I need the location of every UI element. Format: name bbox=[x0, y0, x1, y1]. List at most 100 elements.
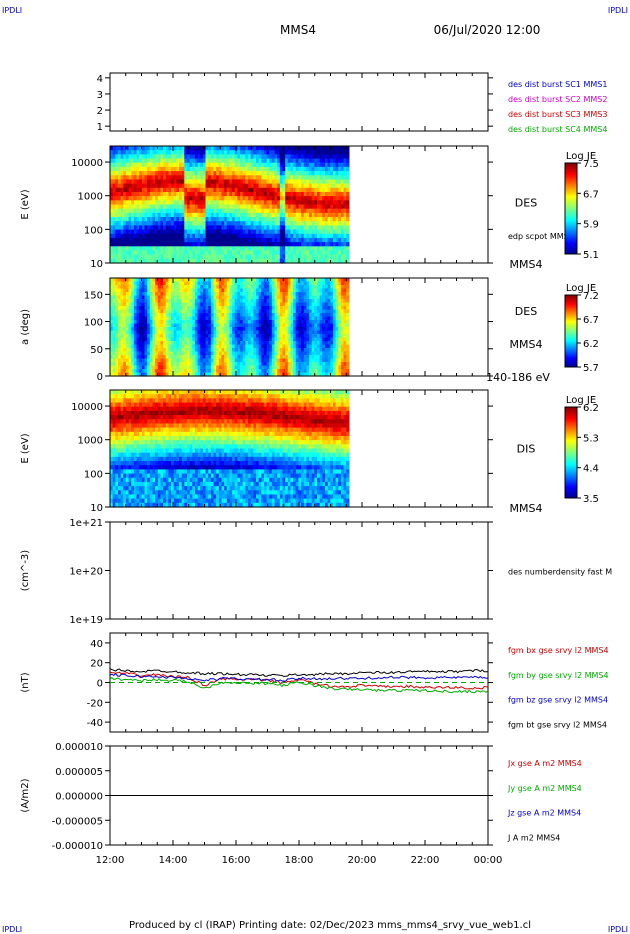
heatmap-cell bbox=[301, 288, 305, 293]
heatmap-cell bbox=[295, 187, 300, 193]
heatmap-cell bbox=[317, 351, 321, 356]
heatmap-cell bbox=[194, 225, 199, 231]
heatmap-cell bbox=[179, 285, 183, 290]
heatmap-cell bbox=[226, 254, 231, 260]
heatmap-cell bbox=[279, 299, 284, 304]
heatmap-cell bbox=[131, 292, 135, 297]
heatmap-cell bbox=[216, 316, 220, 321]
heatmap-cell bbox=[309, 351, 313, 356]
heatmap-cell bbox=[232, 316, 236, 321]
heatmap-cell bbox=[179, 299, 183, 304]
heatmap-cell bbox=[171, 217, 175, 222]
heatmap-cell bbox=[216, 337, 220, 342]
heatmap-cell bbox=[218, 355, 223, 360]
heatmap-cell bbox=[157, 204, 162, 210]
heatmap-cell bbox=[343, 258, 347, 264]
heatmap-cell bbox=[202, 183, 207, 189]
heatmap-cell bbox=[128, 217, 132, 222]
heatmap-cell bbox=[186, 334, 191, 339]
heatmap-cell bbox=[200, 323, 204, 328]
heatmap-cell bbox=[218, 351, 223, 356]
heatmap-cell bbox=[332, 246, 337, 252]
heatmap-cell bbox=[301, 355, 305, 360]
heatmap-cell bbox=[340, 233, 345, 239]
heatmap-cell bbox=[165, 166, 169, 172]
heatmap-cell bbox=[157, 208, 162, 214]
heatmap-cell bbox=[261, 175, 265, 181]
heatmap-cell bbox=[229, 154, 233, 160]
heatmap-cell bbox=[287, 344, 292, 349]
heatmap-cell bbox=[311, 281, 315, 286]
heatmap-cell bbox=[269, 187, 273, 193]
heatmap-cell bbox=[306, 299, 310, 304]
heatmap-cell bbox=[144, 254, 148, 260]
heatmap-cell bbox=[263, 306, 268, 311]
heatmap-cell bbox=[110, 179, 114, 185]
heatmap-cell bbox=[245, 323, 249, 328]
heatmap-cell bbox=[173, 217, 177, 222]
heatmap-cell bbox=[128, 229, 132, 235]
heatmap-cell bbox=[117, 246, 122, 252]
heatmap-cell bbox=[197, 358, 201, 363]
heatmap-cell bbox=[314, 355, 318, 360]
heatmap-cell bbox=[123, 355, 127, 360]
heatmap-cell bbox=[269, 158, 273, 164]
heatmap-cell bbox=[184, 369, 188, 374]
heatmap-cell bbox=[277, 254, 281, 260]
heatmap-cell bbox=[295, 334, 300, 339]
heatmap-cell bbox=[208, 162, 212, 168]
heatmap-cell bbox=[189, 306, 193, 311]
heatmap-cell bbox=[277, 369, 281, 374]
heatmap-cell bbox=[248, 254, 252, 260]
heatmap-cell bbox=[250, 358, 254, 363]
heatmap-cell bbox=[258, 295, 262, 300]
heatmap-cell bbox=[314, 166, 318, 172]
heatmap-cell bbox=[144, 221, 148, 226]
heatmap-cell bbox=[287, 292, 292, 297]
heatmap-cell bbox=[293, 365, 297, 370]
heatmap-cell bbox=[147, 330, 151, 335]
heatmap-cell bbox=[160, 330, 164, 335]
heatmap-cell bbox=[139, 258, 143, 264]
heatmap-cell bbox=[242, 179, 246, 185]
heatmap-cell bbox=[314, 281, 318, 286]
heatmap-cell bbox=[271, 162, 276, 168]
heatmap-cell bbox=[125, 229, 130, 235]
heatmap-cell bbox=[179, 146, 183, 151]
heatmap-cell bbox=[343, 208, 347, 214]
heatmap-cell bbox=[263, 341, 268, 346]
heatmap-cell bbox=[245, 295, 249, 300]
heatmap-cell bbox=[221, 358, 225, 363]
heatmap-cell bbox=[269, 330, 273, 335]
heatmap-cell bbox=[125, 278, 130, 283]
heatmap-cell bbox=[173, 292, 177, 297]
heatmap-cell bbox=[160, 292, 164, 297]
heatmap-cell bbox=[133, 369, 138, 374]
heatmap-cell bbox=[149, 258, 154, 264]
heatmap-cell bbox=[168, 358, 172, 363]
heatmap-cell bbox=[330, 254, 334, 260]
heatmap-cell bbox=[210, 358, 215, 363]
heatmap-cell bbox=[117, 313, 122, 318]
heatmap-cell bbox=[269, 362, 273, 367]
heatmap-cell bbox=[271, 278, 276, 283]
heatmap-cell bbox=[205, 316, 209, 321]
heatmap-cell bbox=[210, 348, 215, 353]
heatmap-cell bbox=[189, 225, 193, 231]
heatmap-cell bbox=[123, 358, 127, 363]
heatmap-cell bbox=[271, 225, 276, 231]
heatmap-cell bbox=[271, 320, 276, 325]
heatmap-cell bbox=[279, 327, 284, 332]
heatmap-cell bbox=[155, 358, 159, 363]
heatmap-cell bbox=[163, 166, 167, 172]
heatmap-cell bbox=[110, 146, 114, 151]
heatmap-cell bbox=[147, 246, 151, 252]
heatmap-cell bbox=[298, 362, 302, 367]
heatmap-cell bbox=[139, 166, 143, 172]
heatmap-cell bbox=[120, 175, 124, 181]
heatmap-cell bbox=[160, 254, 164, 260]
heatmap-cell bbox=[234, 246, 238, 252]
heatmap-cell bbox=[279, 204, 284, 210]
heatmap-cell bbox=[255, 229, 260, 235]
heatmap-cell bbox=[147, 150, 151, 155]
